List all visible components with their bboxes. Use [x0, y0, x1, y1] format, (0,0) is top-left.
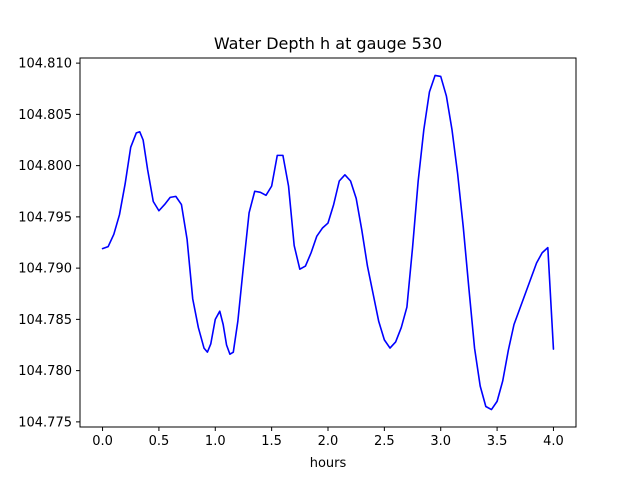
y-tick-label: 104.810: [18, 57, 72, 72]
chart-title: Water Depth h at gauge 530: [214, 34, 442, 53]
y-tick-label: 104.800: [18, 159, 72, 174]
y-axis: 104.775 104.780 104.785 104.790 104.795 104.8…: [18, 57, 80, 430]
y-tick-label: 104.795: [18, 210, 72, 225]
x-tick-label: 0.5: [149, 434, 170, 449]
x-tick-label: 1.0: [205, 434, 226, 449]
y-tick-label: 104.780: [18, 364, 72, 379]
x-tick-label: 2.0: [318, 434, 339, 449]
x-tick-label: 3.0: [430, 434, 451, 449]
x-axis: 0.0 0.5 1.0 1.5 2.0 2.5 3.0 3.5 4.0: [92, 427, 564, 449]
y-tick-label: 104.790: [18, 262, 72, 277]
x-tick-label: 1.5: [261, 434, 282, 449]
x-axis-label: hours: [310, 456, 347, 471]
x-tick-label: 3.5: [487, 434, 508, 449]
y-tick-label: 104.775: [18, 415, 72, 430]
x-tick-label: 2.5: [374, 434, 395, 449]
y-tick-label: 104.805: [18, 108, 72, 123]
x-tick-label: 0.0: [92, 434, 113, 449]
y-tick-label: 104.785: [18, 313, 72, 328]
series-line: [101, 74, 555, 411]
plot-area: [101, 74, 555, 411]
x-tick-label: 4.0: [543, 434, 564, 449]
